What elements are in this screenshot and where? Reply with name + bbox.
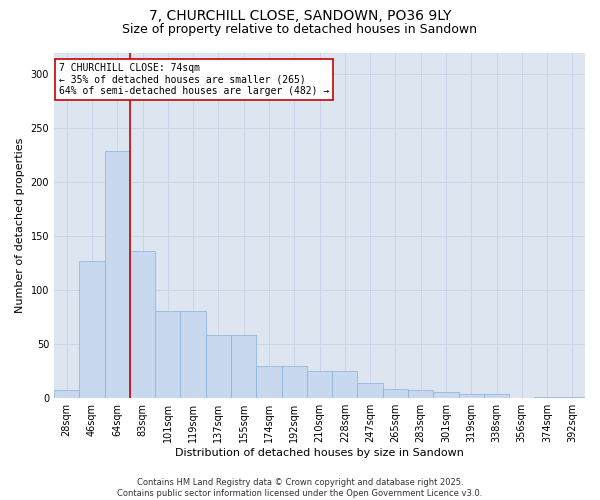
- Bar: [104, 150, 130, 398]
- Bar: [281, 366, 307, 398]
- Bar: [206, 335, 231, 398]
- Bar: [181, 312, 206, 398]
- Bar: [79, 260, 104, 398]
- Bar: [155, 312, 181, 398]
- Bar: [458, 394, 484, 398]
- Bar: [358, 382, 383, 398]
- Bar: [408, 390, 433, 398]
- Bar: [231, 335, 256, 398]
- Bar: [54, 390, 79, 398]
- Text: 7, CHURCHILL CLOSE, SANDOWN, PO36 9LY: 7, CHURCHILL CLOSE, SANDOWN, PO36 9LY: [149, 9, 451, 23]
- Y-axis label: Number of detached properties: Number of detached properties: [15, 138, 25, 313]
- Text: Size of property relative to detached houses in Sandown: Size of property relative to detached ho…: [122, 22, 478, 36]
- Bar: [307, 370, 332, 398]
- Bar: [130, 251, 155, 398]
- Bar: [433, 392, 458, 398]
- Bar: [560, 396, 585, 398]
- Text: 7 CHURCHILL CLOSE: 74sqm
← 35% of detached houses are smaller (265)
64% of semi-: 7 CHURCHILL CLOSE: 74sqm ← 35% of detach…: [59, 63, 329, 96]
- Bar: [535, 396, 560, 398]
- Bar: [383, 389, 408, 398]
- Text: Contains HM Land Registry data © Crown copyright and database right 2025.
Contai: Contains HM Land Registry data © Crown c…: [118, 478, 482, 498]
- Bar: [484, 394, 509, 398]
- Bar: [256, 366, 281, 398]
- Bar: [332, 370, 358, 398]
- X-axis label: Distribution of detached houses by size in Sandown: Distribution of detached houses by size …: [175, 448, 464, 458]
